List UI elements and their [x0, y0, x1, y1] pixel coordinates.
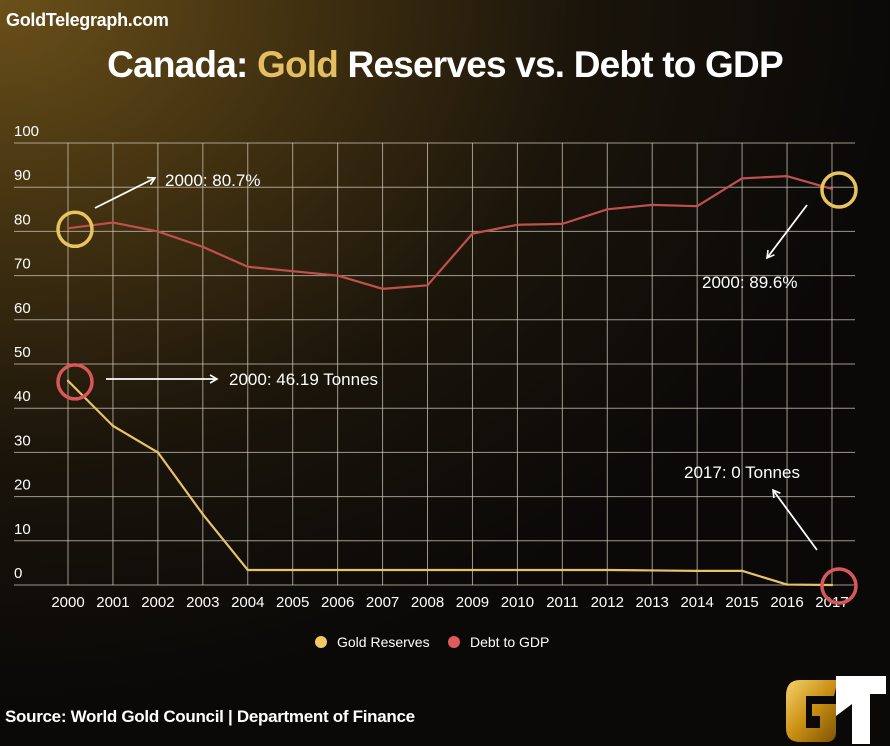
highlight-circle — [56, 210, 94, 249]
source-note: Source: World Gold Council | Department … — [5, 707, 415, 726]
title-part2: Reserves vs. Debt to GDP — [338, 44, 784, 85]
legend: Gold Reserves Debt to GDP — [315, 634, 549, 650]
x-tick-label: 2004 — [231, 594, 264, 611]
data-point — [201, 245, 205, 249]
x-tick-label: 2010 — [501, 594, 534, 611]
highlight-circle — [820, 567, 858, 605]
y-tick-label: 40 — [14, 388, 31, 405]
y-tick-label: 30 — [14, 432, 31, 449]
x-tick-label: 2002 — [141, 594, 174, 611]
annotation-arrow — [766, 204, 808, 260]
data-point — [246, 265, 249, 268]
data-point — [201, 513, 205, 516]
y-tick-label: 90 — [14, 167, 31, 184]
data-point — [66, 379, 70, 383]
legend-label: Gold Reserves — [337, 634, 430, 650]
data-point — [291, 568, 294, 572]
data-point — [830, 583, 834, 587]
x-tick-label: 2016 — [770, 594, 803, 611]
highlight-circle — [56, 363, 94, 401]
legend-marker-gold — [315, 636, 327, 648]
data-point — [381, 287, 384, 291]
series-line-debt-to-gdp — [67, 175, 833, 290]
title-highlight: Gold — [257, 44, 339, 85]
x-tick-label: 2005 — [276, 594, 309, 611]
y-tick-label: 20 — [14, 477, 31, 494]
legend-label: Debt to GDP — [470, 634, 549, 650]
data-point — [740, 177, 744, 180]
data-point — [561, 222, 564, 226]
title-part1: Canada: — [107, 44, 258, 85]
data-point — [651, 569, 654, 572]
data-point — [606, 208, 609, 211]
legend-marker-debt — [448, 636, 460, 648]
data-point — [695, 205, 699, 208]
data-point — [695, 569, 699, 573]
data-point — [156, 230, 160, 233]
data-point — [111, 221, 115, 224]
data-point — [561, 568, 564, 572]
y-tick-label: 50 — [14, 344, 31, 361]
annotation-label: 2017: 0 Tonnes — [684, 463, 800, 482]
y-tick-label: 0 — [14, 565, 22, 582]
series-line-gold-reserves — [67, 380, 832, 587]
gt-logo — [786, 676, 886, 744]
y-tick-label: 60 — [14, 300, 31, 317]
series-lines — [66, 174, 834, 587]
data-point — [651, 203, 654, 207]
data-point — [426, 568, 429, 572]
x-tick-label: 2003 — [186, 594, 219, 611]
x-tick-label: 2006 — [321, 594, 354, 611]
data-point — [785, 583, 789, 586]
data-point — [516, 223, 519, 226]
annotation-arrow — [772, 488, 818, 551]
data-point — [66, 227, 70, 230]
annotation-arrow — [94, 176, 157, 209]
data-point — [111, 424, 115, 428]
data-point — [156, 451, 160, 454]
data-point — [426, 284, 429, 287]
x-tick-label: 2001 — [96, 594, 129, 611]
y-tick-label: 80 — [14, 211, 31, 228]
y-tick-label: 100 — [14, 123, 39, 140]
data-point — [516, 568, 519, 572]
annotation-label: 2000: 89.6% — [702, 273, 797, 292]
highlight-circle — [820, 171, 858, 209]
data-point — [471, 232, 474, 235]
x-tick-label: 2011 — [546, 594, 578, 611]
annotation-label: 2000: 46.19 Tonnes — [229, 370, 378, 389]
annotations: 2000: 80.7% 2000: 89.6% 2000: 46.19 Tonn… — [56, 171, 858, 605]
x-tick-label: 2009 — [456, 594, 489, 611]
chart-title: Canada: Gold Reserves vs. Debt to GDP — [0, 44, 890, 86]
data-point — [606, 568, 609, 572]
y-tick-label: 10 — [14, 521, 31, 538]
annotation-label: 2000: 80.7% — [165, 171, 260, 190]
data-point — [785, 174, 789, 178]
data-point — [471, 568, 474, 572]
x-tick-label: 2015 — [725, 594, 758, 611]
data-point — [336, 274, 339, 277]
data-point — [336, 568, 339, 572]
data-point — [830, 187, 834, 191]
x-tick-label: 2012 — [591, 594, 624, 611]
x-tick-label: 2007 — [366, 594, 399, 611]
data-point — [381, 568, 384, 572]
data-point — [740, 569, 744, 573]
y-tick-label: 70 — [14, 256, 31, 273]
data-point — [246, 568, 249, 572]
x-tick-label: 2014 — [680, 594, 713, 611]
x-tick-label: 2013 — [636, 594, 669, 611]
site-name: GoldTelegraph.com — [6, 10, 169, 30]
x-tick-label: 2000 — [51, 594, 84, 611]
x-tick-label: 2008 — [411, 594, 444, 611]
data-point — [291, 269, 294, 273]
